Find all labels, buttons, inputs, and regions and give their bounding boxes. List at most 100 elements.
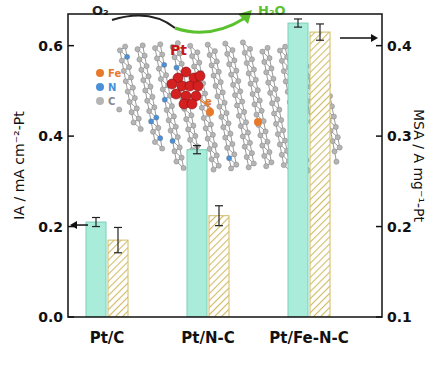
atom xyxy=(227,62,232,67)
x-tick-label: Pt/Fe-N-C xyxy=(269,329,348,347)
atom xyxy=(229,72,234,77)
error-bar xyxy=(193,146,201,154)
atom xyxy=(223,135,228,140)
atom xyxy=(332,149,337,154)
atom xyxy=(171,114,176,119)
atom xyxy=(123,44,128,49)
atom xyxy=(130,85,135,90)
atom xyxy=(216,69,221,74)
atom xyxy=(244,154,249,159)
atom xyxy=(223,41,228,46)
error-stem xyxy=(297,19,298,27)
y2-tick-label: 0.4 xyxy=(387,38,412,54)
atom xyxy=(270,101,275,106)
key-dot xyxy=(96,97,104,105)
atom xyxy=(232,58,237,63)
y-tick-label: 0.6 xyxy=(38,38,63,54)
atom xyxy=(190,54,195,59)
atom xyxy=(228,131,233,136)
atom xyxy=(251,67,256,72)
y-tick-label: 0.2 xyxy=(38,219,63,235)
atom xyxy=(234,68,239,73)
y-axis-label: IA / mA cm⁻²-Pt xyxy=(11,111,27,220)
y2-axis-label: MSA / A mg⁻¹-Pt xyxy=(411,109,427,222)
atom xyxy=(253,77,258,82)
atom xyxy=(220,90,225,95)
atom xyxy=(160,87,165,92)
error-cap xyxy=(316,40,324,41)
atom xyxy=(134,106,139,111)
atom xyxy=(144,63,149,68)
atom xyxy=(145,98,150,103)
atom xyxy=(195,50,200,55)
arrowhead xyxy=(238,10,252,24)
atom xyxy=(131,120,136,125)
atom xyxy=(264,164,269,169)
atom xyxy=(179,155,184,160)
atom xyxy=(238,123,243,128)
atom xyxy=(210,132,215,137)
atom xyxy=(142,53,147,58)
atom xyxy=(213,83,218,88)
atom xyxy=(193,133,198,138)
atom xyxy=(168,128,173,133)
atom xyxy=(175,134,180,139)
atom xyxy=(245,130,250,135)
atom xyxy=(262,59,267,64)
error-stem xyxy=(218,206,219,226)
atom xyxy=(148,84,153,89)
atom xyxy=(227,156,232,161)
bar xyxy=(288,23,308,317)
frame xyxy=(68,14,382,317)
atom xyxy=(121,68,126,73)
atom xyxy=(335,135,340,140)
atom xyxy=(283,44,288,49)
atom xyxy=(277,107,282,112)
annotation: Fe xyxy=(108,68,121,79)
bar xyxy=(86,222,106,317)
atom xyxy=(212,143,217,148)
y-tick xyxy=(68,226,74,228)
error-cap xyxy=(193,153,201,154)
atom xyxy=(281,128,286,133)
atom xyxy=(162,62,167,67)
error-stem xyxy=(95,218,96,227)
atom xyxy=(127,99,132,104)
bar xyxy=(310,32,330,317)
atom xyxy=(164,107,169,112)
bars xyxy=(86,19,330,317)
y2-tick xyxy=(376,135,382,137)
atom xyxy=(238,89,243,94)
atom xyxy=(181,165,186,170)
atom xyxy=(281,162,286,167)
y2-tick-label: 0.1 xyxy=(387,309,412,325)
atom xyxy=(240,40,245,45)
atom xyxy=(236,78,241,83)
atom xyxy=(207,146,212,151)
atom xyxy=(117,107,122,112)
error-cap xyxy=(92,226,100,227)
error-cap xyxy=(92,217,100,218)
atom xyxy=(199,105,204,110)
arc-green xyxy=(175,18,245,32)
atom xyxy=(150,129,155,134)
atom xyxy=(271,111,276,116)
fe-atom xyxy=(206,108,214,116)
pt-atom xyxy=(193,81,203,91)
atom xyxy=(188,137,193,142)
pt-atom xyxy=(167,79,177,89)
atom xyxy=(268,90,273,95)
atom xyxy=(221,125,226,130)
atom xyxy=(269,160,274,165)
atom xyxy=(177,145,182,150)
atom xyxy=(205,136,210,141)
atom xyxy=(222,100,227,105)
chart: O₂H₂OPteFeNC0.00.20.40.60.10.20.30.4Pt/C… xyxy=(0,0,433,367)
atom xyxy=(191,64,196,69)
atom xyxy=(152,139,157,144)
atom xyxy=(184,117,189,122)
atom xyxy=(174,159,179,164)
y2-tick-label: 0.2 xyxy=(387,219,412,235)
atom xyxy=(273,86,278,91)
atom xyxy=(248,81,253,86)
